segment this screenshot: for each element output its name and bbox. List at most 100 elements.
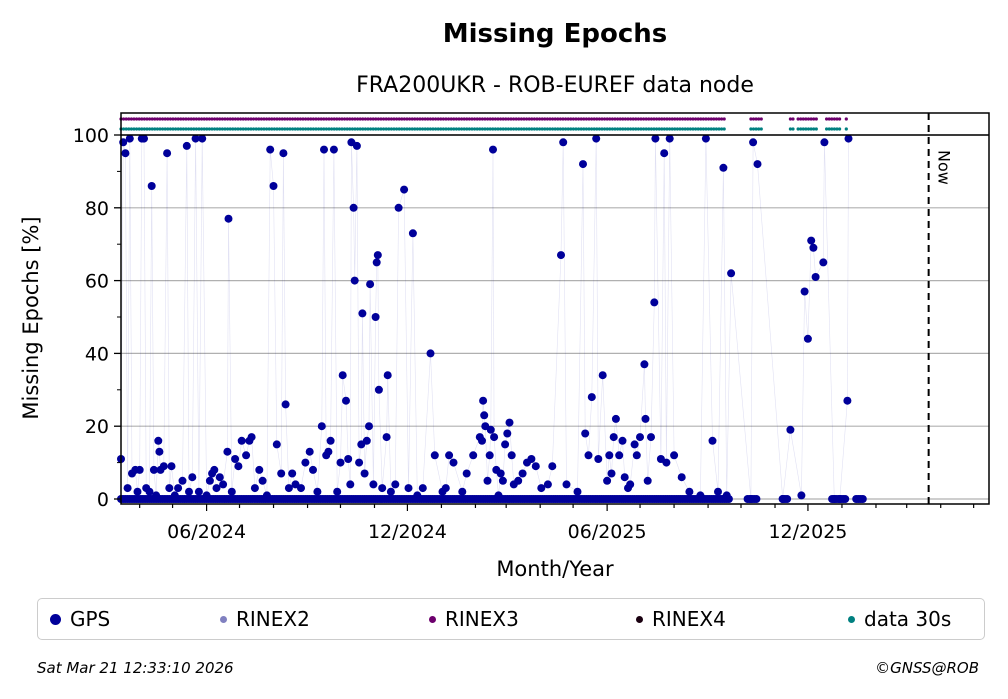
footer-copyright: ©GNSS@ROB [875,659,979,677]
data-point [800,287,809,296]
availability-mark [595,117,599,121]
availability-mark [517,127,521,131]
availability-mark [376,117,380,121]
data-point [858,495,867,503]
data-point [603,476,612,485]
data-point [374,385,383,394]
availability-mark [384,127,388,131]
data-point [490,433,499,442]
availability-mark [519,117,524,121]
data-point [518,469,527,478]
availability-mark [402,127,406,131]
availability-mark [358,127,362,131]
availability-mark [838,127,842,131]
data-point [562,480,571,489]
availability-mark [673,117,677,121]
availability-mark [470,117,474,121]
data-point [255,465,264,474]
data-point [660,149,669,158]
availability-mark [478,127,482,131]
availability-mark [389,127,393,131]
data-point [483,476,492,485]
availability-mark [176,127,180,131]
data-point [479,396,488,405]
data-point [360,469,369,478]
data-point [803,334,812,343]
availability-mark [150,117,154,121]
availability-mark [228,117,232,121]
availability-mark [548,127,552,131]
availability-mark [825,117,829,121]
availability-mark [699,127,703,131]
availability-mark [439,127,443,131]
availability-mark [171,117,175,121]
availability-mark [814,127,818,131]
availability-mark [626,117,630,121]
availability-mark [561,127,565,131]
availability-mark [832,127,837,131]
availability-mark [410,117,414,121]
data-point [154,436,163,445]
data-point [400,185,409,194]
availability-mark [239,127,243,131]
data-point [430,451,439,460]
data-point [231,455,240,463]
data-point [458,487,467,496]
availability-mark [405,127,409,131]
availability-mark [314,117,318,121]
data-point [365,422,373,431]
availability-mark [830,117,834,121]
data-point [237,436,246,445]
availability-mark [662,117,667,121]
x-tick-label: 12/2024 [368,521,447,543]
availability-mark [280,127,284,131]
availability-mark [480,117,484,121]
availability-mark [543,117,547,121]
availability-mark [348,117,352,121]
availability-mark [223,117,227,121]
availability-mark [454,117,458,121]
availability-mark [291,127,295,131]
data-point [346,480,355,489]
data-point [620,473,629,482]
data-point [594,455,603,463]
availability-mark [616,117,620,121]
availability-mark [382,117,386,121]
data-point [505,418,514,427]
data-point [305,447,314,456]
availability-mark [262,127,266,131]
availability-mark [340,117,344,121]
availability-mark [343,127,347,131]
availability-mark [844,127,848,131]
availability-mark [504,127,508,131]
availability-mark [587,127,591,131]
availability-mark [657,117,661,121]
availability-mark [678,117,682,121]
availability-mark [337,127,341,131]
availability-mark [244,117,248,121]
availability-mark [241,127,245,131]
data-point [665,134,674,143]
data-point [320,145,328,154]
y-axis: 0 20 40 60 80 100 [73,125,121,511]
availability-mark [215,127,219,131]
availability-mark [376,127,380,131]
data-point [279,149,288,158]
availability-mark [480,127,484,131]
data-point [362,436,371,445]
availability-mark [462,127,466,131]
data-point [783,495,792,503]
data-point [498,476,507,485]
data-point [685,487,694,496]
availability-mark [686,127,690,131]
availability-mark [694,117,698,121]
availability-mark [288,127,292,131]
availability-mark [158,127,162,131]
availability-mark [553,117,557,121]
data-point [752,495,761,503]
availability-mark [590,127,594,131]
availability-mark [467,117,471,121]
legend-label: GPS [70,607,111,631]
data-point [841,495,850,503]
availability-mark [639,117,643,121]
